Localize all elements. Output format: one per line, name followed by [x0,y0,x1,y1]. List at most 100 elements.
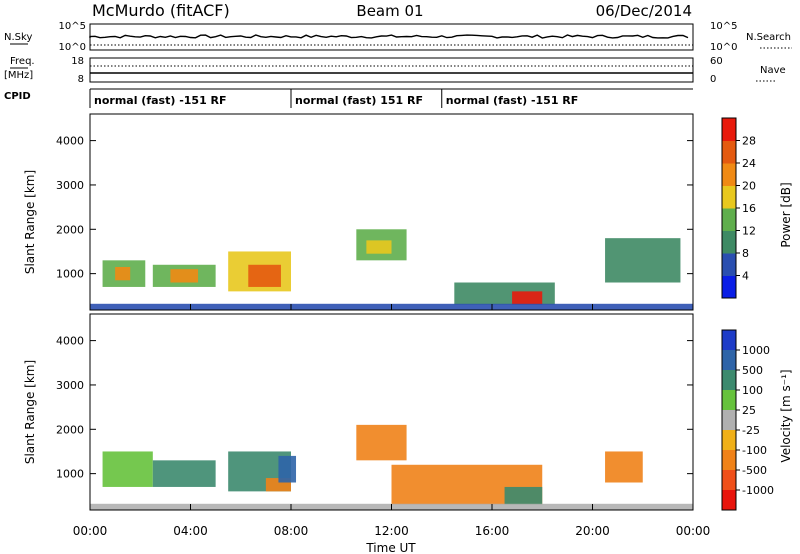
x-tick-label: 20:00 [575,524,610,538]
cpid-segments: normal (fast) -151 RF normal (fast) 151 R… [89,89,579,510]
colorbar-swatch [722,253,736,276]
heatmap-region [512,291,543,305]
colorbar-swatch [722,470,736,491]
colorbar-swatch [722,230,736,254]
cpid-segment-label: normal (fast) -151 RF [94,94,227,107]
velocity-panel: 1000 2000 3000 4000 Slant Range [km] [23,313,694,511]
nsky-label: N.Sky [4,32,32,43]
beam-label: Beam 01 [356,2,423,20]
freq-tick-low: 8 [78,74,84,85]
colorbar-swatch [722,410,736,431]
colorbar-tick-label: 25 [742,404,756,417]
colorbar-swatch [722,450,736,471]
colorbar-tick-label: 500 [742,364,763,377]
colorbar-swatch [722,370,736,391]
colorbar-tick-label: 16 [742,202,756,215]
nave-label: Nave [760,65,786,76]
cpid-segment-label: normal (fast) 151 RF [295,94,423,107]
colorbar-tick-label: 4 [742,270,749,283]
colorbar-swatch [722,430,736,451]
colorbar-tick-label: 1000 [742,344,770,357]
heatmap-region [102,451,153,487]
nsky-line [89,34,689,39]
x-axis-label: Time UT [365,541,416,554]
colorbar-swatch [722,208,736,231]
nsearch-tick-high: 10^5 [710,21,737,32]
power-y-label: Slant Range [km] [23,170,37,274]
colorbar-tick-label: -1000 [742,484,774,497]
y-tick-label: 4000 [56,135,84,148]
x-tick-label: 00:00 [73,524,108,538]
x-tick-label: 16:00 [475,524,510,538]
heatmap-region [248,264,281,287]
cpid-segment-label: normal (fast) -151 RF [446,94,579,107]
colorbar-tick-label: 24 [742,157,756,170]
cpid-label: CPID [4,91,31,102]
colorbar-swatch [722,275,736,299]
heatmap-region [356,424,407,461]
heatmap-region [605,451,643,483]
power-colorbar: 4 8 12 16 20 24 28 [721,117,756,299]
power-panel: 1000 2000 3000 4000 Slant Range [km] [23,113,694,311]
heatmap-region [170,269,199,283]
nsearch-label: N.Search [746,32,791,43]
colorbar-swatch [722,330,736,351]
y-tick-label: 2000 [56,423,84,436]
y-tick-label: 1000 [56,468,84,481]
heatmap-region [605,238,681,283]
x-tick-label: 12:00 [374,524,409,538]
plot-title: McMurdo (fitACF) [92,1,230,20]
freq-tick-high: 18 [71,56,84,67]
heatmap-region [278,455,297,483]
y-tick-label: 1000 [56,268,84,281]
x-tick-label: 00:00 [676,524,711,538]
power-heatmap [90,229,693,310]
colorbar-frame [721,329,737,511]
y-tick-label: 3000 [56,379,84,392]
heatmap-region [115,266,131,281]
colorbar-tick-label: 28 [742,135,756,148]
heatmap-region [504,486,543,505]
colorbar-swatch [722,163,736,186]
velocity-y-axis: 1000 2000 3000 4000 [56,335,693,481]
x-tick-label: 04:00 [173,524,208,538]
velocity-y-label: Slant Range [km] [23,360,37,464]
nave-tick-high: 60 [710,56,723,67]
nsky-panel: N.Sky 10^5 10^0 10^5 10^0 N.Search [4,21,792,53]
velocity-colorbar: 1000 500 100 25 -25 -100 -500 -1000 [721,329,774,511]
y-tick-label: 4000 [56,335,84,348]
colorbar-tick-label: 100 [742,384,763,397]
y-tick-label: 3000 [56,179,84,192]
colorbar-tick-label: 20 [742,180,756,193]
colorbar-swatch [722,490,736,511]
y-tick-label: 2000 [56,223,84,236]
colorbar-tick-label: -25 [742,424,760,437]
freq-unit-label: [MHz] [4,70,33,81]
x-axis: 00:00 04:00 08:00 12:00 16:00 20:00 00:00 [73,304,711,538]
colorbar-tick-label: -500 [742,464,767,477]
date-label: 06/Dec/2014 [596,2,692,20]
colorbar-tick-label: -100 [742,444,767,457]
colorbar-swatch [722,140,736,164]
colorbar-tick-label: 8 [742,247,749,260]
colorbar-tick-label: 12 [742,225,756,238]
nsky-tick-low: 10^0 [59,42,86,53]
velocity-colorbar-label: Velocity [m s⁻¹] [779,369,793,462]
power-colorbar-label: Power [dB] [779,182,793,247]
colorbar-swatch [722,118,736,141]
colorbar-swatch [722,185,736,209]
freq-panel: Freq. [MHz] 18 8 60 0 Nave [4,56,786,85]
freq-label: Freq. [10,56,35,67]
power-y-axis: 1000 2000 3000 4000 [56,135,693,281]
colorbar-swatch [722,350,736,371]
x-tick-label: 08:00 [274,524,309,538]
heatmap-region [152,460,216,487]
cpid-panel: CPID normal (fast) -151 RF normal (fast) … [4,88,693,510]
nsearch-tick-low: 10^0 [710,42,737,53]
colorbar-swatch [722,390,736,411]
nave-tick-low: 0 [710,74,716,85]
heatmap-region [366,240,392,254]
nsky-tick-high: 10^5 [59,21,86,32]
nsky-trace [89,34,693,46]
